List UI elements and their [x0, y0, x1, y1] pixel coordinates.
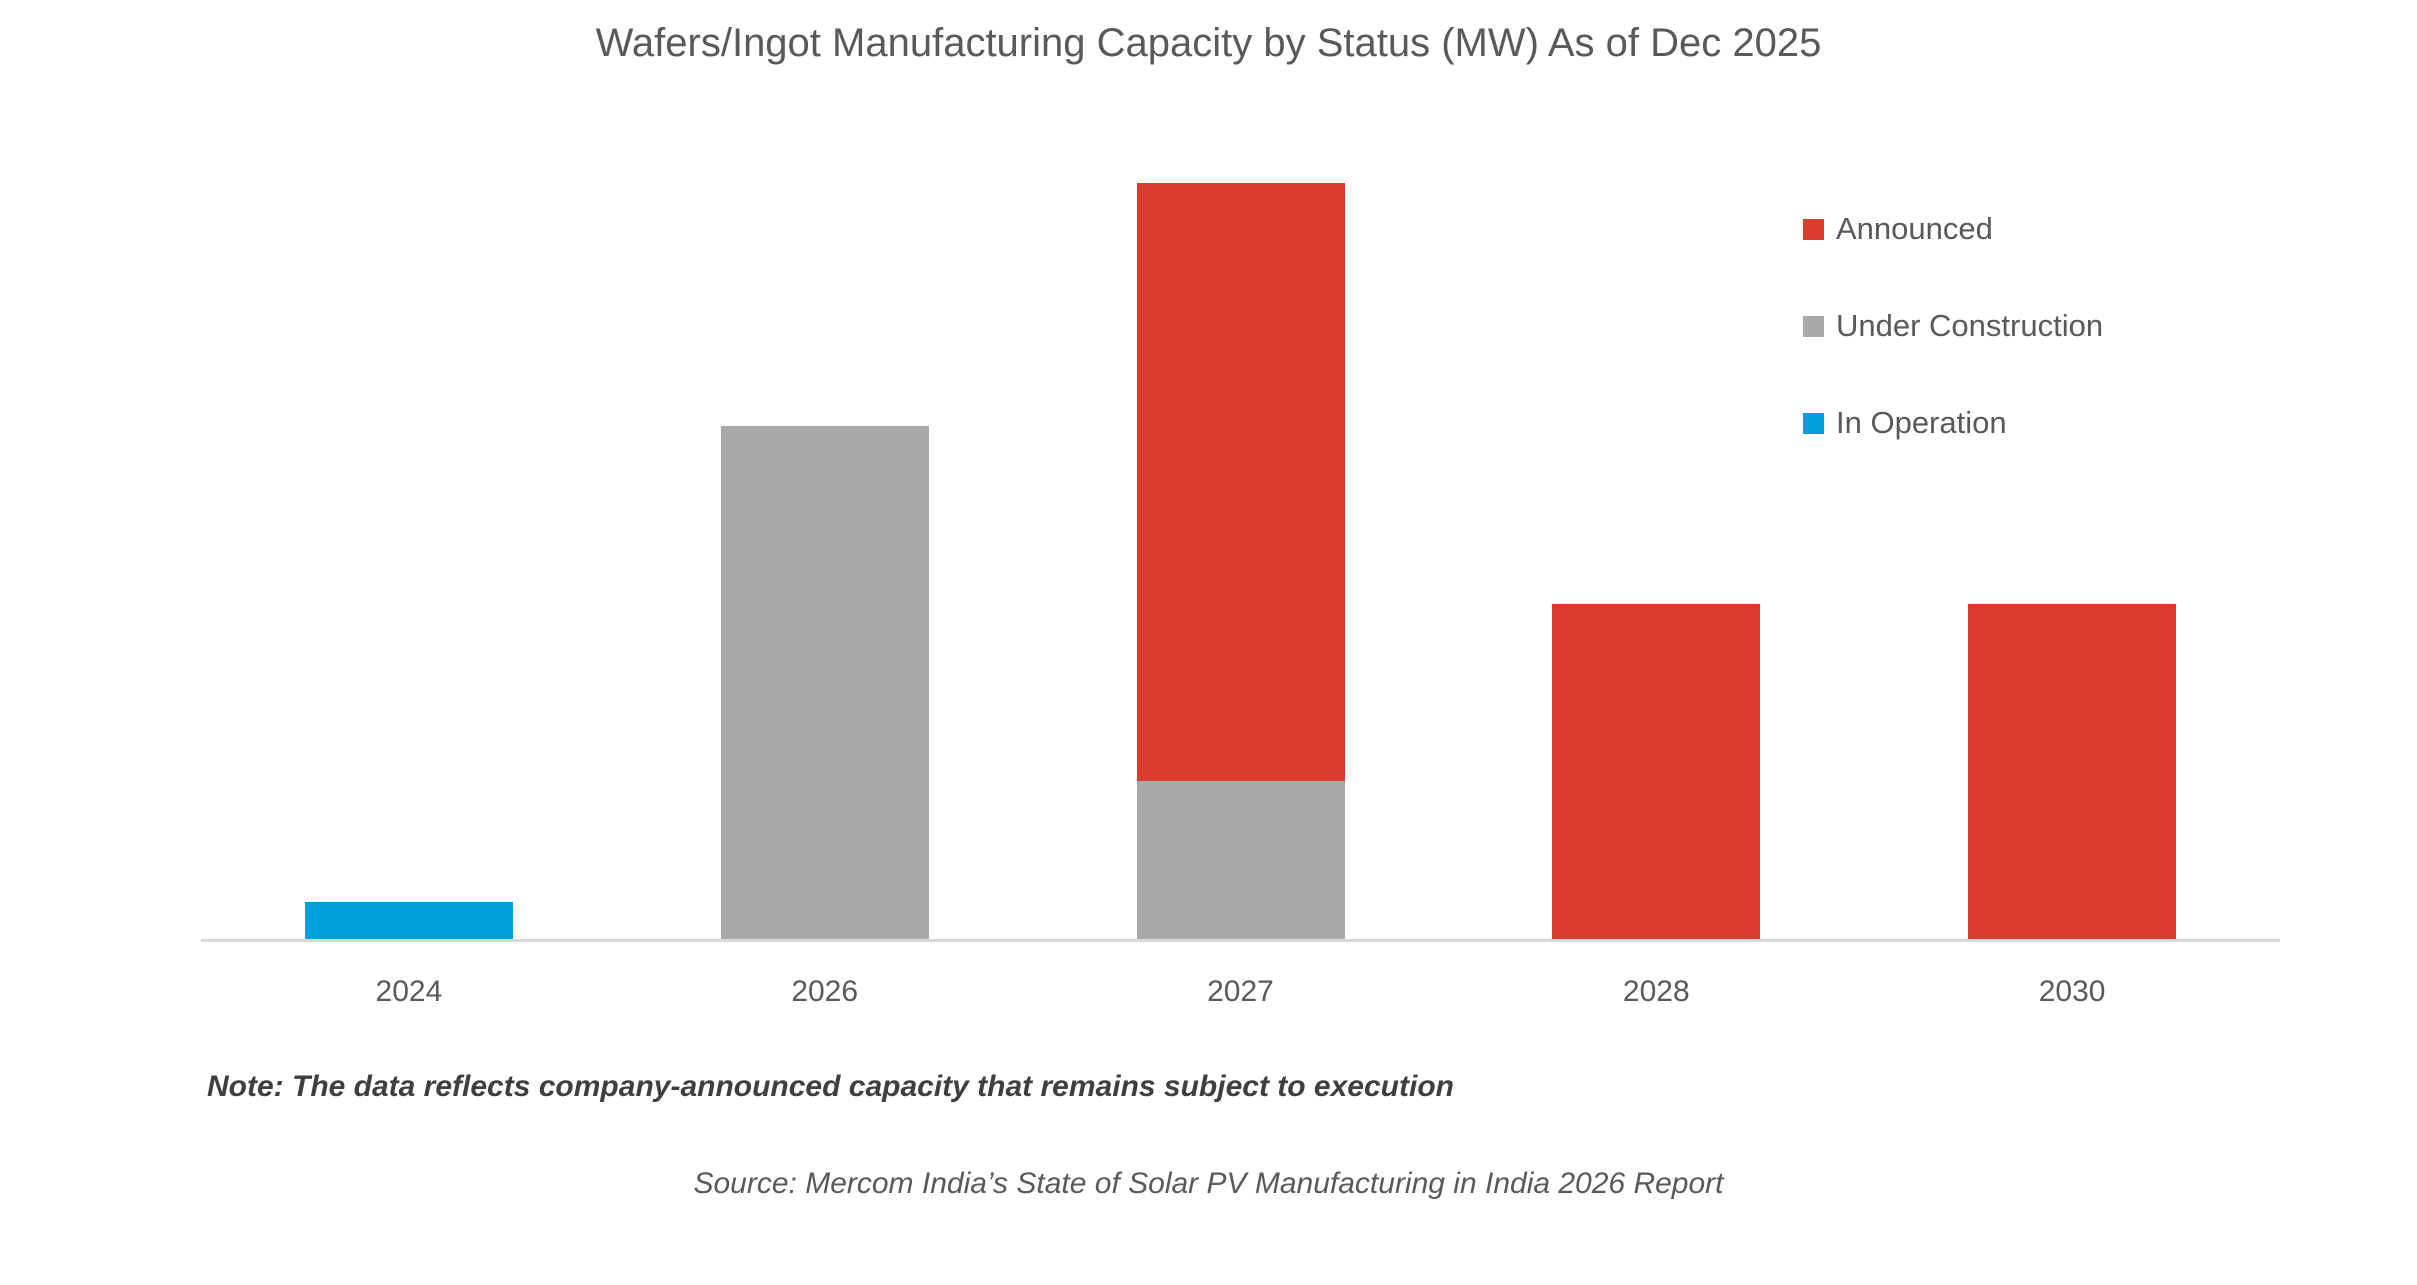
bar-segment-2026-under-construction [720, 426, 929, 941]
x-axis-labels: 2024 2026 2027 2028 2030 [201, 972, 2280, 1012]
legend: Announced Under Construction In Operation [1803, 209, 2103, 443]
legend-swatch-under-construction [1803, 315, 1824, 337]
x-axis-label-2030: 2030 [2038, 975, 2106, 1008]
bar-segment-2028-announced [1552, 603, 1761, 941]
plot-area [201, 161, 2280, 941]
x-axis-label-2028: 2028 [1622, 975, 1690, 1008]
legend-swatch-in-operation [1803, 412, 1824, 434]
legend-label-in-operation: In Operation [1836, 405, 2007, 440]
bar-segment-2030-announced [1968, 603, 2177, 941]
legend-swatch-announced [1803, 218, 1824, 240]
note-text: Note: The data reflects company-announce… [207, 1070, 1454, 1103]
legend-label-under-construction: Under Construction [1836, 308, 2104, 343]
bar-segment-2024-in-operation [304, 902, 513, 941]
legend-item-in-operation: In Operation [1803, 403, 2103, 443]
bar-segment-2027-announced [1136, 182, 1345, 782]
chart-title: Wafers/Ingot Manufacturing Capacity by S… [595, 21, 1822, 65]
x-axis-label-2027: 2027 [1207, 975, 1274, 1008]
bar-segment-2027-under-construction [1136, 781, 1345, 941]
legend-item-announced: Announced [1803, 209, 2103, 249]
x-axis-label-2026: 2026 [791, 975, 859, 1008]
legend-label-announced: Announced [1836, 211, 1993, 246]
legend-item-under-construction: Under Construction [1803, 306, 2103, 346]
x-axis-line [201, 939, 2280, 942]
source-text: Source: Mercom India’s State of Solar PV… [693, 1167, 1724, 1200]
x-axis-label-2024: 2024 [375, 975, 443, 1008]
